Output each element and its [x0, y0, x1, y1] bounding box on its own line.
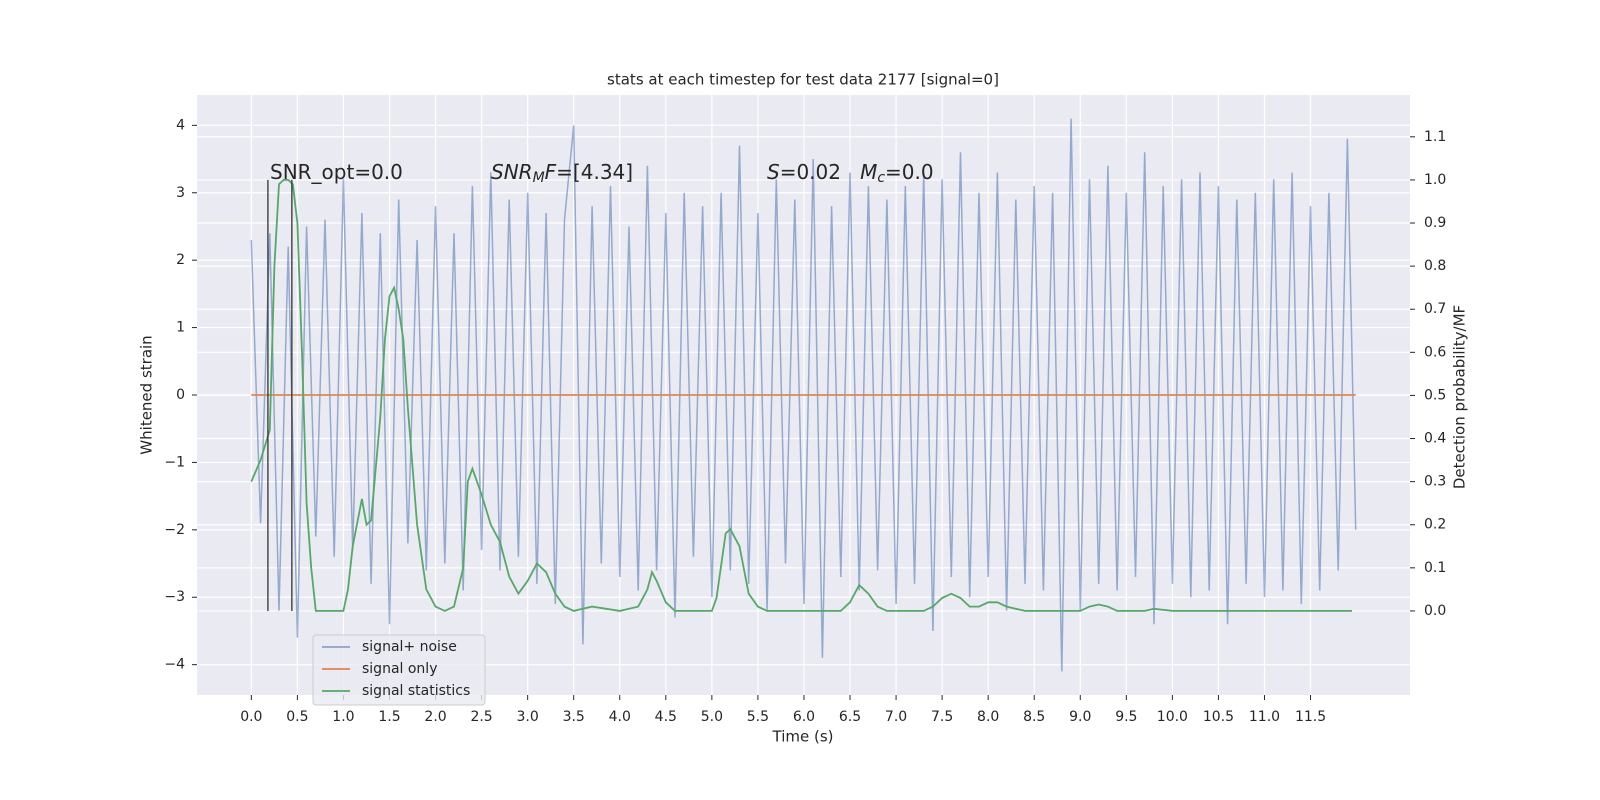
y2-tick-label: 1.0: [1424, 172, 1446, 188]
x-tick-label: 5.0: [701, 709, 723, 725]
x-tick-label: 4.0: [609, 709, 631, 725]
y2-tick-label: 0.8: [1424, 258, 1446, 274]
y2-tick-label: 0.6: [1424, 344, 1446, 360]
series-line: [250, 179, 1352, 612]
annotation-part: =0.02: [780, 160, 860, 184]
x-tick-label: 8.0: [977, 709, 999, 725]
legend-box: [312, 634, 486, 706]
annotation-part: M: [533, 170, 545, 186]
y2-tick-label: 1.1: [1424, 129, 1446, 145]
x-tick-label: 5.5: [747, 709, 769, 725]
legend-label: signal only: [362, 661, 437, 677]
y-tick-label: 3: [176, 185, 185, 201]
annotation-part: SNR: [491, 160, 533, 184]
y-tick-label: 1: [176, 320, 185, 336]
y-tick-label: 4: [176, 117, 185, 133]
annotation-part: M: [860, 160, 877, 184]
x-tick-label: 1.5: [378, 709, 400, 725]
annotation-part: c: [877, 170, 885, 186]
y2-tick-label: 0.5: [1424, 387, 1446, 403]
y2-tick-label: 0.9: [1424, 215, 1446, 231]
chart-title: stats at each timestep for test data 217…: [607, 71, 999, 89]
x-tick-label: 10.5: [1203, 709, 1234, 725]
y-tick-label: −4: [164, 657, 185, 673]
x-tick-label: 3.0: [517, 709, 539, 725]
legend-label: signal+ noise: [362, 639, 457, 655]
annotation: SNRMF=[4.34]: [491, 160, 633, 187]
marks: [250, 118, 1357, 672]
y-tick-label: −1: [164, 454, 185, 470]
y2-axis-label: Detection probability/MF: [1451, 305, 1469, 489]
x-tick-label: 7.5: [931, 709, 953, 725]
legend-label: signal statistics: [362, 683, 470, 699]
x-tick-label: 7.0: [885, 709, 907, 725]
series-line: [250, 118, 1357, 672]
y-tick-label: 0: [176, 387, 185, 403]
x-tick-label: 1.0: [332, 709, 354, 725]
annotation-part: S: [767, 160, 780, 184]
x-tick-label: 9.0: [1069, 709, 1091, 725]
annotation-part: =0.0: [885, 160, 934, 184]
y2-tick-label: 0.0: [1424, 603, 1446, 619]
x-tick-label: 4.5: [655, 709, 677, 725]
y-axis-label: Whitened strain: [138, 335, 156, 454]
x-tick-label: 10.0: [1157, 709, 1188, 725]
x-tick-label: 0.0: [240, 709, 262, 725]
y2-tick-label: 0.2: [1424, 517, 1446, 533]
x-tick-label: 8.5: [1023, 709, 1045, 725]
y-tick-label: −2: [164, 522, 185, 538]
x-axis-label: Time (s): [772, 728, 834, 746]
annotation-part: F: [545, 160, 557, 184]
labels: 0.0 0.5 1.0 1.5 2.0 2.5 3.0 3.5 4.0 4.5 5.0 5.5 6.0 6…: [164, 117, 1446, 725]
y2-tick-label: 0.7: [1424, 301, 1446, 317]
x-tick-label: 2.0: [424, 709, 446, 725]
annotation-part: SNR_opt=0.0: [270, 160, 403, 184]
x-tick-label: 11.0: [1249, 709, 1280, 725]
x-tick-label: 9.5: [1115, 709, 1137, 725]
x-tick-label: 2.5: [470, 709, 492, 725]
x-tick-label: 6.5: [839, 709, 861, 725]
y2-tick-label: 0.3: [1424, 474, 1446, 490]
annotation-part: =[4.34]: [556, 160, 633, 184]
y2-tick-label: 0.1: [1424, 560, 1446, 576]
y2-tick-label: 0.4: [1424, 431, 1446, 447]
y-tick-label: 2: [176, 252, 185, 268]
annotation: SNR_opt=0.0: [270, 160, 403, 184]
x-tick-label: 0.5: [286, 709, 308, 725]
annotation: S=0.02 Mc=0.0: [767, 160, 934, 187]
x-tick-label: 3.5: [563, 709, 585, 725]
x-tick-label: 6.0: [793, 709, 815, 725]
x-tick-label: 11.5: [1295, 709, 1326, 725]
y-tick-label: −3: [164, 589, 185, 605]
